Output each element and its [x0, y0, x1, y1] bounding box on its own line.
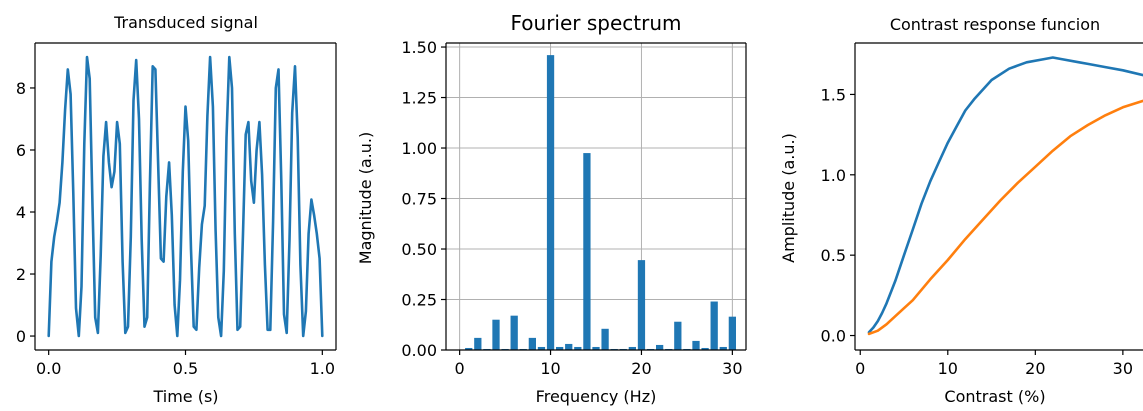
y-tick-label: 0	[16, 327, 26, 346]
title-transduced-signal: Transduced signal	[113, 13, 258, 32]
y-tick-label: 1.0	[821, 166, 846, 185]
bar	[492, 319, 500, 350]
y-tick-label: 0.75	[401, 190, 437, 209]
bar	[637, 260, 646, 350]
bar	[710, 301, 718, 350]
panel-fourier-spectrum: Fourier spectrum Frequency (Hz) Magnitud…	[356, 11, 747, 406]
x-tick-label: 20	[631, 359, 651, 378]
bar	[692, 340, 700, 350]
y-tick-label: 8	[16, 79, 26, 98]
bar	[583, 153, 591, 350]
bar	[674, 321, 682, 350]
x-tick-label: 0	[855, 359, 865, 378]
bar	[656, 344, 664, 350]
series-line	[47, 55, 324, 338]
bar	[474, 337, 482, 350]
y-tick-label: 1.5	[821, 85, 846, 104]
y-tick-label: 0.5	[821, 246, 846, 265]
ylabel-amplitude: Amplitude (a.u.)	[779, 133, 798, 263]
y-tick-label: 0.00	[401, 341, 437, 360]
y-tick-label: 1.25	[401, 89, 437, 108]
bar	[728, 316, 736, 350]
x-tick-label: 10	[938, 359, 958, 378]
panel-transduced-signal: Transduced signal Time (s) 0.0 0.5 1.0 0 2 4 6…	[16, 13, 337, 406]
bar	[628, 346, 636, 350]
y-tick-label: 6	[16, 141, 26, 160]
y-tick-label: 1.00	[401, 139, 437, 158]
x-tick-label: 10	[540, 359, 560, 378]
bar	[601, 328, 609, 350]
x-tick-label: 0	[455, 359, 465, 378]
bar	[719, 346, 727, 350]
y-tick-label: 1.50	[401, 38, 437, 57]
bar	[556, 346, 564, 350]
bar	[537, 346, 546, 350]
bar	[510, 315, 518, 350]
title-fourier-spectrum: Fourier spectrum	[510, 11, 681, 35]
xlabel-contrast: Contrast (%)	[944, 387, 1045, 406]
bar	[574, 346, 582, 350]
ylabel-magnitude: Magnitude (a.u.)	[356, 132, 375, 264]
x-tick-label: 30	[1113, 359, 1133, 378]
x-tick-label: 20	[1025, 359, 1045, 378]
y-tick-label: 0.50	[401, 240, 437, 259]
xlabel-frequency: Frequency (Hz)	[536, 387, 657, 406]
x-tick-label: 30	[722, 359, 742, 378]
bar	[592, 346, 600, 350]
xlabel-time: Time (s)	[152, 387, 218, 406]
panel-contrast-response: Contrast response funcion Contrast (%) A…	[779, 15, 1143, 406]
x-tick-label: 0.5	[173, 359, 198, 378]
y-tick-label: 2	[16, 265, 26, 284]
title-contrast-response: Contrast response funcion	[890, 15, 1100, 34]
bar	[528, 337, 536, 350]
bar	[701, 347, 709, 350]
series-line	[867, 99, 1143, 336]
y-tick-label: 0.25	[401, 291, 437, 310]
series-line	[867, 56, 1143, 334]
bar	[546, 55, 555, 351]
y-tick-label: 4	[16, 203, 26, 222]
x-tick-label: 0.0	[36, 359, 61, 378]
y-tick-label: 0.0	[821, 327, 846, 346]
bar	[565, 343, 573, 350]
bar	[465, 347, 473, 350]
x-tick-label: 1.0	[310, 359, 335, 378]
